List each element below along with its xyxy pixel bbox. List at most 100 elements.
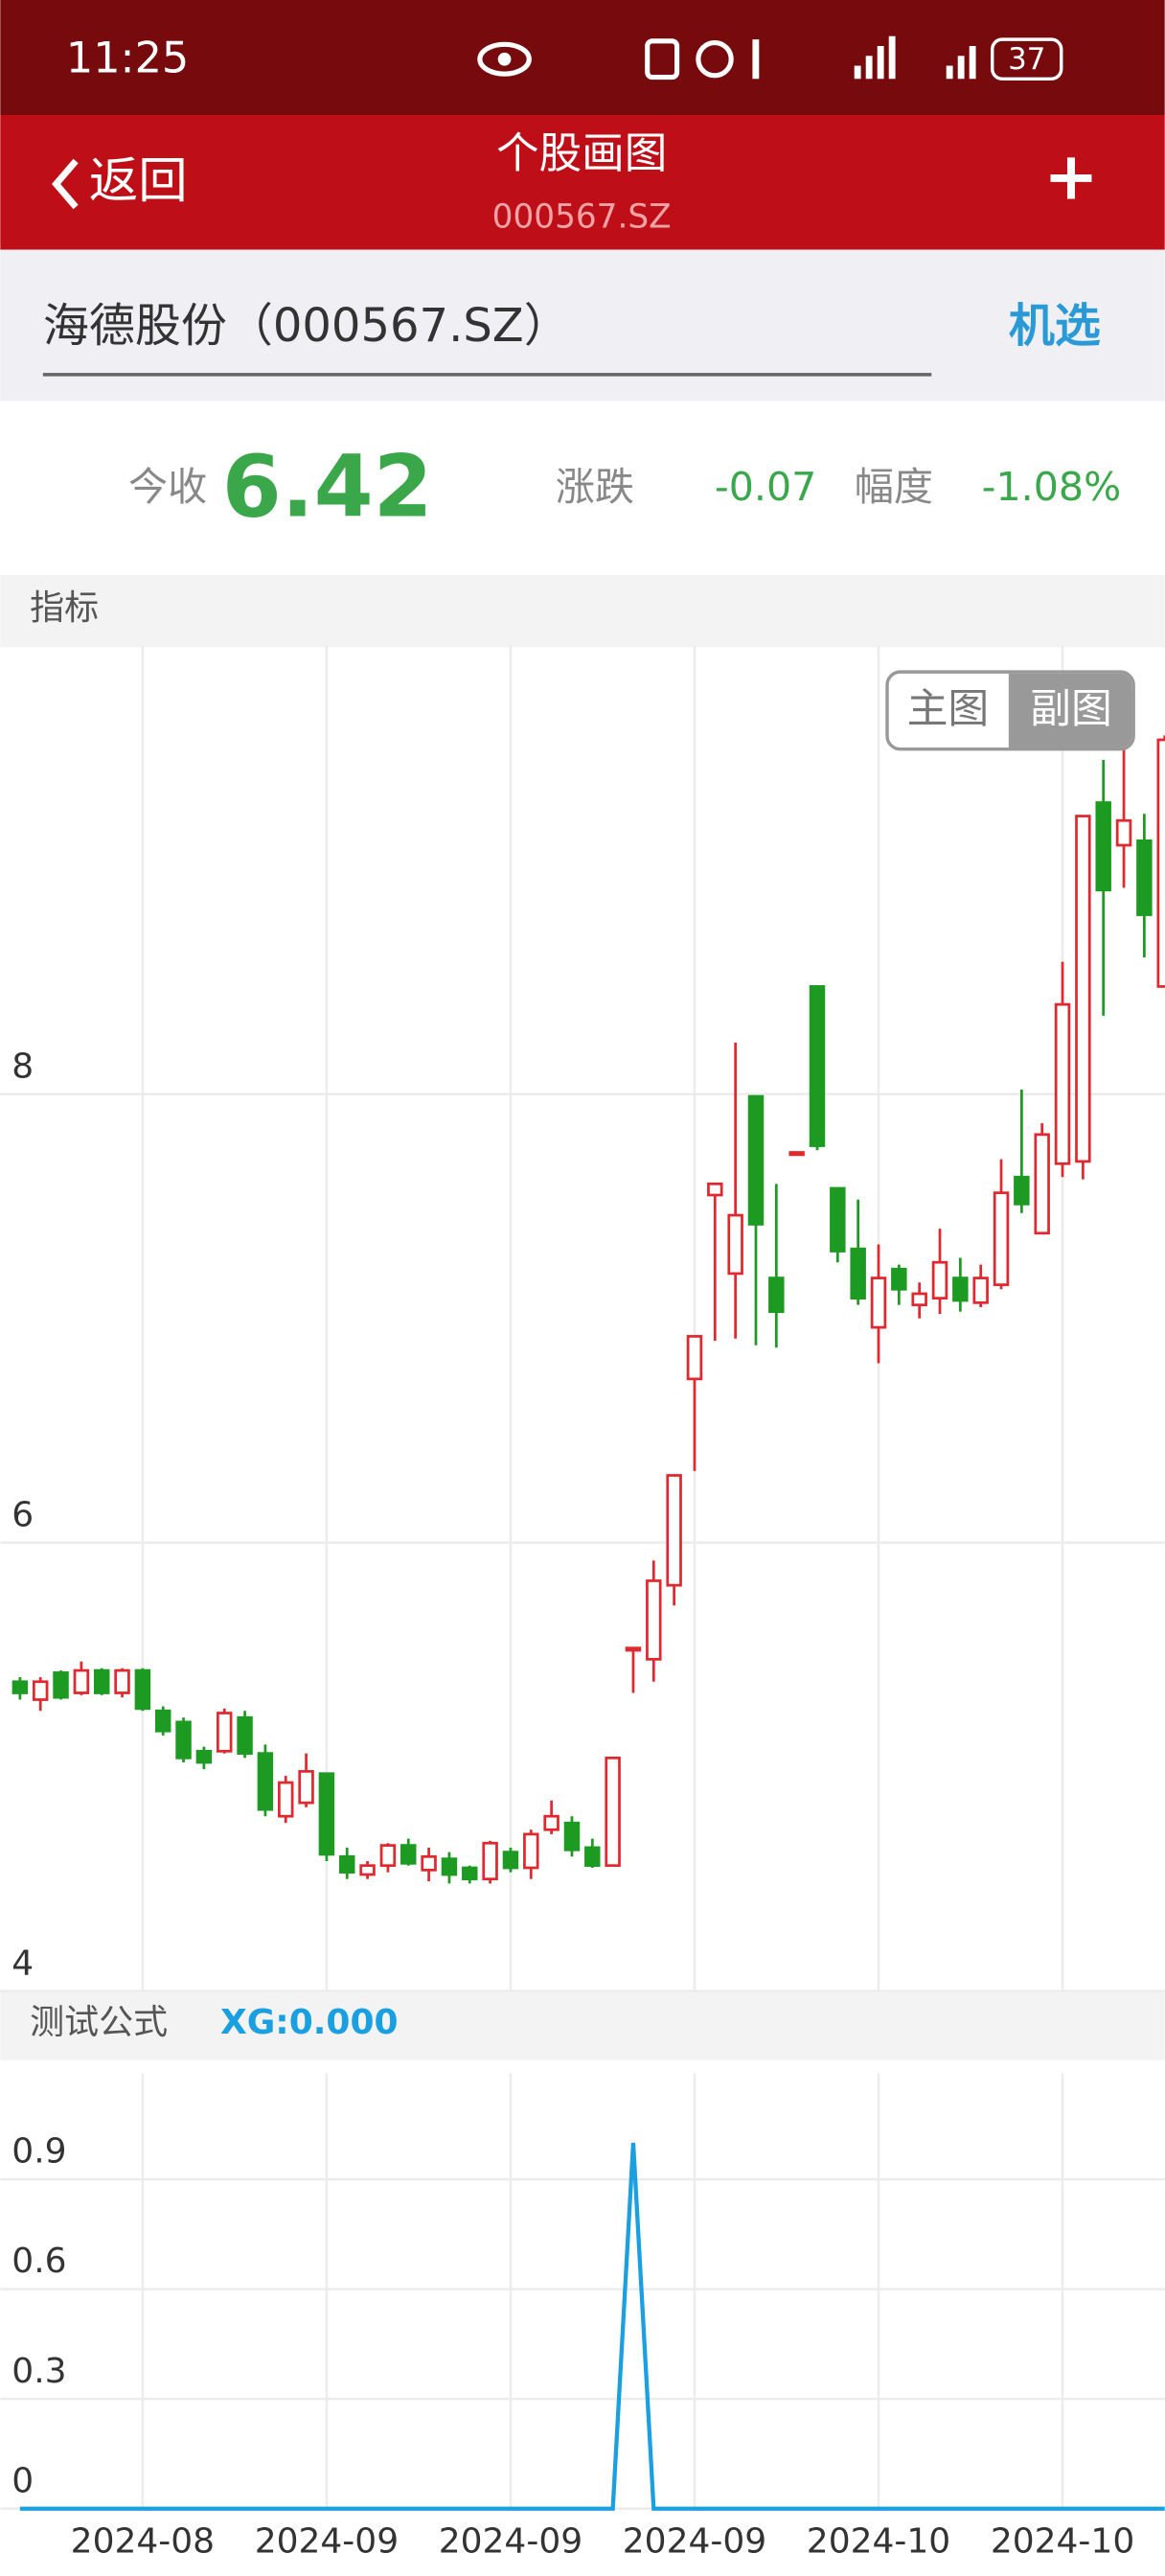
- candle-body: [154, 1709, 171, 1733]
- candle-body: [379, 1844, 397, 1868]
- candle-body: [400, 1844, 417, 1865]
- candle-body: [257, 1752, 274, 1811]
- candle-body: [11, 1680, 29, 1694]
- candle-body: [1014, 1175, 1030, 1206]
- toggle-active: [1008, 673, 1132, 748]
- candle-body: [1156, 738, 1165, 988]
- candle-body: [216, 1712, 233, 1753]
- indicator-line: [19, 2142, 1165, 2511]
- candle-body: [646, 1579, 662, 1661]
- candle-body: [605, 1756, 621, 1868]
- candle-body: [482, 1841, 498, 1881]
- y-tick-label: 6: [11, 1495, 34, 1534]
- candle-body: [768, 1276, 785, 1314]
- back-button[interactable]: 返回: [89, 152, 188, 210]
- sub-chart-tab[interactable]: 副图: [1030, 685, 1112, 733]
- candle-body: [523, 1832, 539, 1870]
- status-icons: [645, 35, 976, 80]
- candle-body: [584, 1846, 601, 1868]
- candle-body: [911, 1292, 927, 1307]
- close-label: 今收: [128, 464, 207, 510]
- clock: 11:25: [66, 33, 189, 82]
- candle-body: [441, 1857, 458, 1876]
- candle-body: [93, 1668, 110, 1694]
- add-button[interactable]: +: [1043, 139, 1098, 216]
- candle-body: [830, 1186, 846, 1253]
- candle-body: [134, 1668, 151, 1711]
- y-tick-label: 0.3: [11, 2352, 66, 2391]
- nav-bar: [0, 115, 1165, 250]
- candle-body: [1095, 801, 1111, 892]
- candle-body: [462, 1866, 478, 1881]
- candle-body: [1054, 1002, 1071, 1165]
- battery: [990, 37, 1063, 80]
- x-tick-label: 2024-09: [623, 2522, 766, 2562]
- range-label: 幅度: [855, 464, 933, 510]
- change-value: -0.07: [715, 464, 816, 510]
- candle-body: [73, 1668, 90, 1694]
- x-tick-label: 2024-09: [255, 2522, 399, 2562]
- candle-body: [32, 1680, 49, 1701]
- x-tick-label: 2024-09: [439, 2522, 582, 2562]
- back-arrow[interactable]: [52, 158, 79, 210]
- candle-body: [625, 1646, 642, 1652]
- indicator-label: 指标: [30, 588, 99, 628]
- candle-body: [421, 1854, 437, 1872]
- eye-icon: [477, 41, 532, 77]
- y-tick-label: 8: [11, 1046, 34, 1086]
- candle-body: [727, 1213, 743, 1276]
- candle-body: [318, 1772, 335, 1856]
- y-tick-label: 0: [11, 2461, 34, 2500]
- candle-body: [278, 1781, 294, 1818]
- candle-body: [666, 1474, 682, 1587]
- candle-body: [298, 1770, 314, 1805]
- candle-body: [502, 1851, 519, 1870]
- change-label: 涨跌: [556, 464, 634, 510]
- candle-body: [1115, 818, 1132, 847]
- candle-body: [850, 1247, 866, 1300]
- candle-body: [237, 1715, 253, 1756]
- candle-body: [993, 1191, 1010, 1286]
- candle-body: [686, 1335, 703, 1381]
- candle-body: [1136, 839, 1153, 916]
- candle-body: [563, 1821, 581, 1852]
- pick-button[interactable]: 机选: [1009, 299, 1101, 353]
- page-title: 个股画图: [496, 128, 667, 178]
- x-tick-label: 2024-10: [807, 2522, 950, 2562]
- candle-body: [931, 1260, 948, 1300]
- y-tick-label: 0.6: [11, 2242, 66, 2281]
- stock-input[interactable]: 海德股份（000567.SZ）: [43, 299, 570, 353]
- page-subtitle: 000567.SZ: [492, 197, 672, 236]
- main-chart-tab[interactable]: 主图: [907, 685, 990, 733]
- eye-pupil: [497, 52, 512, 66]
- candle-body: [339, 1854, 355, 1874]
- candle-body: [952, 1276, 969, 1302]
- y-tick-label: 4: [11, 1944, 34, 1983]
- close-price: 6.42: [222, 438, 433, 538]
- y-tick-label: 0.9: [11, 2132, 66, 2172]
- candle-body: [53, 1671, 69, 1699]
- candle-body: [543, 1814, 560, 1831]
- candle-body: [1075, 815, 1091, 1163]
- grid: [0, 645, 1165, 2510]
- candle-body: [1034, 1133, 1050, 1235]
- formula-label: 测试公式: [30, 2003, 168, 2042]
- candle-body: [747, 1094, 765, 1226]
- candle-body: [114, 1668, 130, 1694]
- battery-level: 37: [1008, 42, 1045, 77]
- candle-body: [707, 1182, 723, 1197]
- legend-label: XG:0.000: [220, 2003, 399, 2042]
- candle-body: [809, 985, 826, 1147]
- candle-body: [788, 1151, 805, 1157]
- range-value: -1.08%: [982, 464, 1121, 510]
- candle-body: [175, 1720, 192, 1760]
- x-tick-label: 2024-08: [71, 2522, 215, 2562]
- candle-body: [870, 1276, 887, 1329]
- marks: 2024-08 2024-09 2024-09 2024-09 2024-10 2024-…: [11, 735, 1165, 2562]
- candle-body: [891, 1267, 907, 1291]
- candle-body: [972, 1276, 989, 1304]
- candle-body: [195, 1749, 213, 1764]
- candle-body: [359, 1864, 376, 1876]
